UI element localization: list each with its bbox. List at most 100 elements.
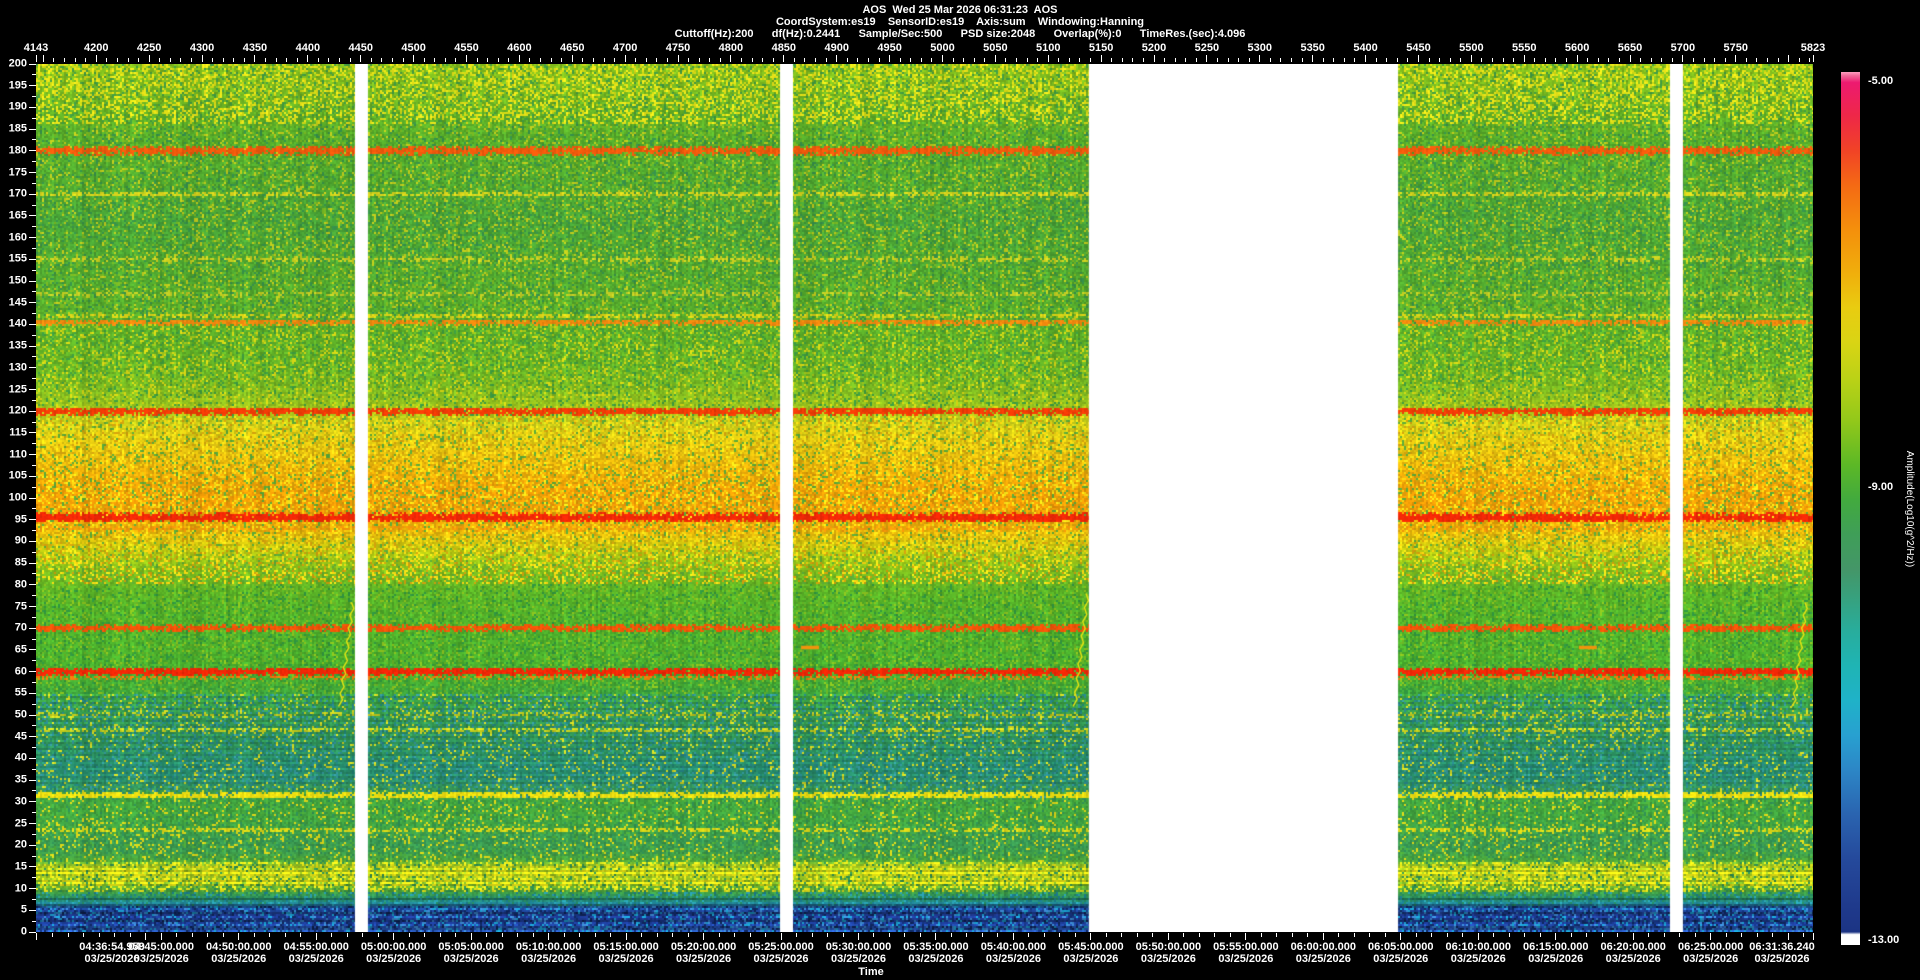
time-major-tick xyxy=(471,933,472,940)
record-major-tick xyxy=(307,55,308,62)
record-tick-label-5450: 5450 xyxy=(1406,43,1430,54)
app-window: AOS Wed 25 Mar 2026 06:31:23 AOS CoordSy… xyxy=(0,0,1920,980)
record-minor-tick xyxy=(1058,58,1059,62)
record-minor-tick xyxy=(1196,58,1197,62)
record-minor-tick xyxy=(1651,58,1652,62)
colorbar-gradient xyxy=(1841,72,1860,945)
freq-tick-label-60: 60 xyxy=(0,666,27,677)
freq-tick xyxy=(29,215,36,216)
freq-tick xyxy=(29,498,36,499)
time-minor-tick xyxy=(1803,933,1804,937)
time-minor-tick xyxy=(1369,933,1370,937)
record-minor-tick xyxy=(212,58,213,62)
freq-tick xyxy=(29,845,36,846)
record-minor-tick xyxy=(709,58,710,62)
record-minor-tick xyxy=(424,58,425,62)
record-minor-tick xyxy=(561,58,562,62)
time-minor-tick xyxy=(796,933,797,937)
freq-tick xyxy=(29,107,36,108)
time-major-tick xyxy=(1478,933,1479,940)
time-minor-tick xyxy=(688,933,689,937)
record-tick-label-5500: 5500 xyxy=(1459,43,1483,54)
record-minor-tick xyxy=(1767,58,1768,62)
freq-tick-label-10: 10 xyxy=(0,883,27,894)
record-tick-label-4300: 4300 xyxy=(190,43,214,54)
header-title: AOS Wed 25 Mar 2026 06:31:23 AOS xyxy=(0,5,1920,16)
record-tick-label-4900: 4900 xyxy=(824,43,848,54)
freq-tick-label-200: 200 xyxy=(0,59,27,70)
freq-tick xyxy=(29,389,36,390)
record-minor-tick xyxy=(826,58,827,62)
time-minor-tick xyxy=(564,933,565,937)
record-minor-tick xyxy=(1027,58,1028,62)
record-major-tick xyxy=(360,55,361,62)
freq-tick xyxy=(29,194,36,195)
record-minor-tick xyxy=(75,58,76,62)
time-minor-tick xyxy=(1602,933,1603,937)
record-minor-tick xyxy=(1555,58,1556,62)
freq-tick xyxy=(29,758,36,759)
time-minor-tick xyxy=(1695,933,1696,937)
record-major-tick xyxy=(519,55,520,62)
record-minor-tick xyxy=(318,58,319,62)
time-minor-tick xyxy=(285,933,286,937)
time-minor-tick xyxy=(1307,933,1308,937)
time-minor-tick xyxy=(192,933,193,937)
time-minor-tick xyxy=(1757,933,1758,937)
time-minor-tick xyxy=(1199,933,1200,937)
record-minor-tick xyxy=(847,58,848,62)
record-minor-tick xyxy=(593,58,594,62)
date-tick-label: 03/25/2026 xyxy=(753,954,808,965)
record-minor-tick xyxy=(1704,58,1705,62)
record-minor-tick xyxy=(614,58,615,62)
record-major-tick xyxy=(96,55,97,62)
time-tick-label: 06:00:00.000 xyxy=(1291,942,1356,953)
freq-tick-label-110: 110 xyxy=(0,449,27,460)
record-minor-tick xyxy=(815,58,816,62)
record-major-tick xyxy=(1206,55,1207,62)
header-params-line1: CoordSystem:es19 SensorID:es19 Axis:sum … xyxy=(0,17,1920,28)
time-minor-tick xyxy=(1028,933,1029,937)
time-minor-tick xyxy=(1447,933,1448,937)
freq-tick xyxy=(29,281,36,282)
time-minor-tick xyxy=(595,933,596,937)
time-major-tick xyxy=(1633,933,1634,940)
time-minor-tick xyxy=(99,933,100,937)
record-minor-tick xyxy=(646,58,647,62)
time-major-tick xyxy=(1013,933,1014,940)
record-tick-label-5300: 5300 xyxy=(1248,43,1272,54)
record-minor-tick xyxy=(1323,58,1324,62)
time-major-tick xyxy=(393,933,394,940)
time-minor-tick xyxy=(533,933,534,937)
freq-tick xyxy=(29,693,36,694)
record-tick-label-4800: 4800 xyxy=(719,43,743,54)
time-minor-tick xyxy=(610,933,611,937)
record-major-tick xyxy=(466,55,467,62)
record-tick-label-4550: 4550 xyxy=(454,43,478,54)
freq-tick-label-185: 185 xyxy=(0,124,27,135)
record-minor-tick xyxy=(984,58,985,62)
freq-tick xyxy=(29,259,36,260)
spectrogram-canvas[interactable] xyxy=(36,64,1813,932)
date-tick-label: 03/25/2026 xyxy=(444,954,499,965)
freq-tick-label-35: 35 xyxy=(0,775,27,786)
record-minor-tick xyxy=(540,58,541,62)
freq-tick xyxy=(29,454,36,455)
time-minor-tick xyxy=(1524,933,1525,937)
freq-tick-label-45: 45 xyxy=(0,731,27,742)
date-tick-label: 03/25/2026 xyxy=(1141,954,1196,965)
record-minor-tick xyxy=(720,58,721,62)
date-tick-label: 03/25/2026 xyxy=(134,954,189,965)
time-minor-tick xyxy=(1741,933,1742,937)
time-minor-tick xyxy=(1121,933,1122,937)
time-tick-label: 06:15:00.000 xyxy=(1523,942,1588,953)
record-minor-tick xyxy=(350,58,351,62)
record-tick-label-5600: 5600 xyxy=(1565,43,1589,54)
freq-tick-label-125: 125 xyxy=(0,384,27,395)
record-major-tick xyxy=(1365,55,1366,62)
record-major-tick xyxy=(836,55,837,62)
time-minor-tick xyxy=(1726,933,1727,937)
time-minor-tick xyxy=(300,933,301,937)
time-minor-tick xyxy=(1679,933,1680,937)
record-tick-label-4700: 4700 xyxy=(613,43,637,54)
